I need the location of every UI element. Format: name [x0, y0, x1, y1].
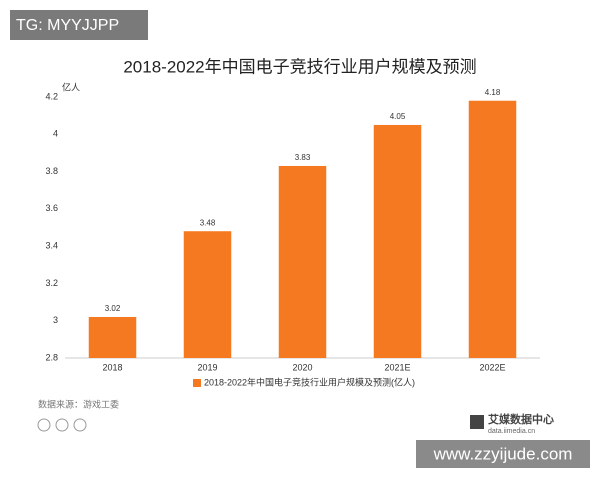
legend-swatch [193, 379, 201, 387]
icon [55, 418, 69, 432]
y-tick-label: 3.8 [45, 166, 58, 176]
x-tick-label: 2020 [292, 362, 312, 372]
x-tick-label: 2021E [384, 362, 410, 372]
brand-logo [470, 415, 484, 429]
y-tick-label: 4.2 [45, 91, 58, 101]
watermark-box [416, 440, 590, 468]
icon [73, 418, 87, 432]
value-label: 3.48 [200, 218, 216, 227]
bar [183, 231, 232, 358]
tag-text: TG: MYYJJPP [16, 17, 119, 34]
brand: 艾媒数据中心 [488, 412, 554, 426]
tag-box [10, 10, 148, 40]
license-icons [37, 418, 87, 432]
y-tick-label: 2.8 [45, 352, 58, 362]
value-label: 4.18 [485, 88, 501, 97]
y-tick-label: 3.4 [45, 241, 58, 251]
bar [468, 100, 517, 358]
y-tick-label: 3.2 [45, 278, 58, 288]
y-unit: 亿人 [62, 81, 80, 92]
watermark: www.zzyijude.com [433, 444, 573, 463]
brand-url: data.iimedia.cn [488, 428, 535, 435]
y-tick-label: 3 [53, 315, 58, 325]
source: 数据来源：游戏工委 [38, 398, 119, 409]
x-tick-label: 2019 [197, 362, 217, 372]
y-tick-label: 4 [53, 129, 58, 139]
x-tick-label: 2018 [102, 362, 122, 372]
y-tick-label: 3.6 [45, 203, 58, 213]
value-label: 3.02 [105, 304, 121, 313]
icon [37, 418, 51, 432]
bar [373, 124, 422, 358]
chart-title: 2018-2022年中国电子竞技行业用户规模及预测 [123, 57, 476, 76]
bar [278, 165, 327, 358]
legend-label: 2018-2022年中国电子竞技行业用户规模及预测(亿人) [204, 376, 415, 387]
value-label: 3.83 [295, 153, 311, 162]
x-tick-label: 2022E [479, 362, 505, 372]
bar [88, 316, 137, 358]
value-label: 4.05 [390, 112, 406, 121]
